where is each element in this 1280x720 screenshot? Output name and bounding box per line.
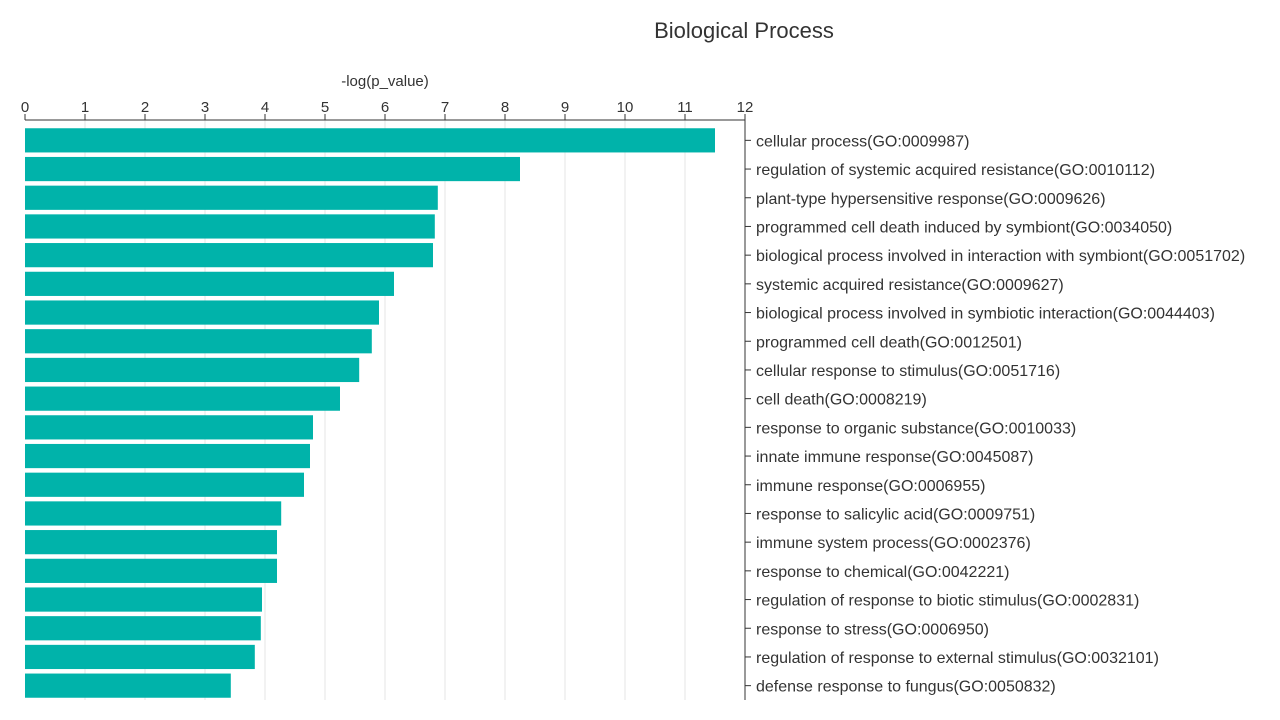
- bar: [25, 386, 340, 411]
- category-label: innate immune response(GO:0045087): [756, 449, 1034, 466]
- bar: [25, 472, 304, 497]
- category-label: cellular response to stimulus(GO:0051716…: [756, 363, 1060, 380]
- category-label: response to chemical(GO:0042221): [756, 564, 1009, 581]
- category-label: cell death(GO:0008219): [756, 392, 927, 409]
- category-label: biological process involved in symbiotic…: [756, 306, 1215, 323]
- bar: [25, 644, 255, 670]
- x-tick-label: 5: [321, 99, 329, 116]
- bar: [25, 300, 379, 325]
- bar: [25, 214, 435, 239]
- category-label: defense response to fungus(GO:0050832): [756, 679, 1056, 696]
- x-tick-label: 2: [141, 99, 149, 116]
- category-label: regulation of response to biotic stimulu…: [756, 593, 1139, 610]
- x-tick-label: 8: [501, 99, 509, 116]
- category-label: response to salicylic acid(GO:0009751): [756, 506, 1035, 523]
- category-label: response to stress(GO:0006950): [756, 621, 989, 638]
- category-label: response to organic substance(GO:0010033…: [756, 420, 1076, 437]
- bar: [25, 243, 433, 268]
- x-tick-label: 4: [261, 99, 269, 116]
- category-label: programmed cell death(GO:0012501): [756, 334, 1022, 351]
- bar: [25, 271, 394, 296]
- x-tick-label: 10: [617, 99, 634, 116]
- bar: [25, 530, 277, 555]
- bars: [25, 128, 715, 698]
- bar: [25, 128, 715, 153]
- category-label: programmed cell death induced by symbion…: [756, 219, 1172, 236]
- category-label: biological process involved in interacti…: [756, 248, 1245, 265]
- bar: [25, 501, 282, 526]
- bar: [25, 616, 261, 641]
- x-tick-label: 9: [561, 99, 569, 116]
- bar: [25, 415, 313, 440]
- category-labels: cellular process(GO:0009987) regulation o…: [745, 133, 1245, 696]
- x-tick-label: 12: [737, 99, 754, 116]
- bar: [25, 673, 231, 698]
- x-axis-ticks: 0 1 2 3 4 5 6 7 8 9 10 11 12: [21, 99, 754, 120]
- x-tick-label: 0: [21, 99, 29, 116]
- x-axis-title: -log(p_value): [341, 73, 429, 90]
- category-label: regulation of systemic acquired resistan…: [756, 162, 1155, 179]
- bar: [25, 357, 360, 383]
- x-tick-label: 6: [381, 99, 389, 116]
- category-label: regulation of response to external stimu…: [756, 650, 1159, 667]
- category-label: immune response(GO:0006955): [756, 478, 985, 495]
- chart-title: Biological Process: [654, 18, 834, 43]
- bar: [25, 587, 262, 612]
- bar: [25, 443, 310, 469]
- x-tick-label: 7: [441, 99, 449, 116]
- bar: [25, 558, 277, 583]
- category-label: immune system process(GO:0002376): [756, 535, 1031, 552]
- x-tick-label: 3: [201, 99, 209, 116]
- bar: [25, 156, 520, 182]
- x-tick-label: 11: [677, 99, 693, 116]
- x-tick-label: 1: [81, 99, 89, 116]
- category-label: plant-type hypersensitive response(GO:00…: [756, 191, 1106, 208]
- bar: [25, 185, 438, 210]
- category-label: cellular process(GO:0009987): [756, 133, 969, 150]
- bar: [25, 329, 372, 354]
- category-label: systemic acquired resistance(GO:0009627): [756, 277, 1064, 294]
